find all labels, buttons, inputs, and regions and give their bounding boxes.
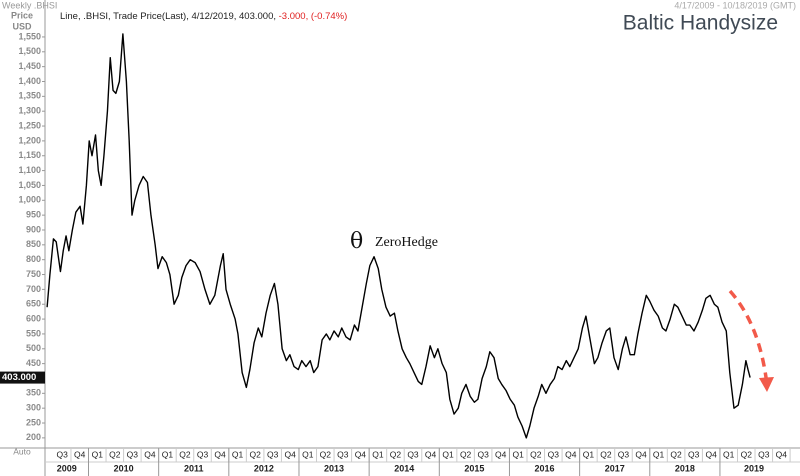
plot-area — [45, 0, 800, 448]
legend: Line, .BHSI, Trade Price(Last), 4/12/201… — [60, 11, 347, 22]
y-axis-label: Price — [11, 10, 33, 20]
x-tick-label: Q1 — [583, 449, 595, 459]
chart-title: Baltic Handysize — [623, 12, 778, 35]
watermark: ZeroHedge — [375, 235, 438, 250]
x-tick-label: Q3 — [337, 449, 349, 459]
year-label: 2012 — [254, 463, 274, 473]
scale-mode: Auto — [13, 446, 31, 456]
x-tick-label: Q4 — [214, 449, 226, 459]
legend-text: Line, .BHSI, Trade Price(Last), 4/12/201… — [60, 11, 276, 22]
x-tick-label: Q2 — [109, 449, 121, 459]
annotation-arrowhead — [759, 377, 774, 392]
year-label: 2011 — [184, 463, 204, 473]
change-text: -3.000, (-0.74%) — [279, 11, 348, 22]
year-label: 2010 — [114, 463, 134, 473]
y-tick-label: 1,500 — [18, 46, 41, 56]
watermark-symbol: θ — [350, 229, 363, 254]
y-tick-label: 300 — [26, 403, 41, 413]
price-line — [46, 33, 751, 439]
x-tick-label: Q4 — [144, 449, 156, 459]
annotation-arrow — [728, 289, 769, 386]
y-tick-label: 1,450 — [18, 61, 41, 71]
x-tick-label: Q2 — [460, 449, 472, 459]
y-tick-label: 750 — [26, 269, 41, 279]
y-tick-label: 800 — [26, 254, 41, 264]
x-tick-label: Q4 — [355, 449, 367, 459]
year-label: 2019 — [744, 463, 764, 473]
last-price-label: 403.000 — [2, 372, 36, 383]
y-tick-label: 650 — [26, 299, 41, 309]
x-tick-label: Q2 — [320, 449, 332, 459]
x-tick-label: Q2 — [670, 449, 682, 459]
year-label: 2013 — [324, 463, 344, 473]
x-tick-label: Q3 — [477, 449, 489, 459]
y-tick-label: 200 — [26, 432, 41, 442]
x-tick-label: Q1 — [653, 449, 665, 459]
x-tick-label: Q4 — [285, 449, 297, 459]
y-tick-label: 1,100 — [18, 165, 41, 175]
y-tick-label: 700 — [26, 284, 41, 294]
y-tick-label: 350 — [26, 388, 41, 398]
x-tick-label: Q2 — [249, 449, 261, 459]
year-label: 2015 — [464, 463, 484, 473]
x-tick-label: Q1 — [513, 449, 525, 459]
x-tick-label: Q4 — [706, 449, 718, 459]
header-left: Weekly .BHSI — [2, 0, 57, 10]
y-tick-label: 450 — [26, 358, 41, 368]
x-tick-label: Q3 — [548, 449, 560, 459]
y-tick-label: 1,000 — [18, 195, 41, 205]
x-tick-label: Q1 — [372, 449, 384, 459]
year-label: 2014 — [394, 463, 414, 473]
x-tick-label: Q3 — [127, 449, 139, 459]
y-tick-label: 950 — [26, 210, 41, 220]
x-tick-label: Q4 — [776, 449, 788, 459]
x-tick-label: Q1 — [442, 449, 454, 459]
y-tick-label: 850 — [26, 239, 41, 249]
x-tick-label: Q2 — [741, 449, 753, 459]
y-tick-label: 500 — [26, 343, 41, 353]
x-tick-label: Q4 — [425, 449, 437, 459]
x-tick-label: Q1 — [92, 449, 104, 459]
year-label: 2017 — [605, 463, 625, 473]
x-tick-label: Q4 — [495, 449, 507, 459]
x-tick-label: Q2 — [179, 449, 191, 459]
x-tick-label: Q1 — [302, 449, 314, 459]
x-tick-label: Q3 — [197, 449, 209, 459]
x-tick-label: Q1 — [162, 449, 174, 459]
x-tick-label: Q2 — [530, 449, 542, 459]
y-tick-label: 900 — [26, 224, 41, 234]
x-tick-label: Q3 — [758, 449, 770, 459]
x-tick-label: Q3 — [57, 449, 69, 459]
year-label: 2009 — [57, 463, 77, 473]
last-price-box — [0, 371, 45, 384]
y-tick-label: 1,550 — [18, 31, 41, 41]
y-tick-label: 1,250 — [18, 120, 41, 130]
year-label: 2016 — [535, 463, 555, 473]
y-tick-label: 600 — [26, 313, 41, 323]
y-tick-label: 1,200 — [18, 135, 41, 145]
y-tick-label: 250 — [26, 417, 41, 427]
header-right: 4/17/2009 - 10/18/2019 (GMT) — [674, 0, 796, 10]
y-tick-label: 1,350 — [18, 91, 41, 101]
x-tick-label: Q2 — [390, 449, 402, 459]
y-tick-label: 1,050 — [18, 180, 41, 190]
y-tick-label: 550 — [26, 328, 41, 338]
x-tick-label: Q2 — [600, 449, 612, 459]
x-tick-label: Q3 — [688, 449, 700, 459]
x-tick-label: Q1 — [232, 449, 244, 459]
x-tick-label: Q4 — [635, 449, 647, 459]
x-tick-label: Q1 — [723, 449, 735, 459]
x-tick-label: Q4 — [565, 449, 577, 459]
x-tick-label: Q3 — [407, 449, 419, 459]
y-tick-label: 1,400 — [18, 76, 41, 86]
year-label: 2018 — [675, 463, 695, 473]
y-tick-label: 1,300 — [18, 106, 41, 116]
y-tick-label: 1,150 — [18, 150, 41, 160]
y-axis-unit: USD — [12, 21, 32, 31]
x-tick-label: Q3 — [618, 449, 630, 459]
x-tick-label: Q3 — [267, 449, 279, 459]
x-tick-label: Q4 — [74, 449, 86, 459]
